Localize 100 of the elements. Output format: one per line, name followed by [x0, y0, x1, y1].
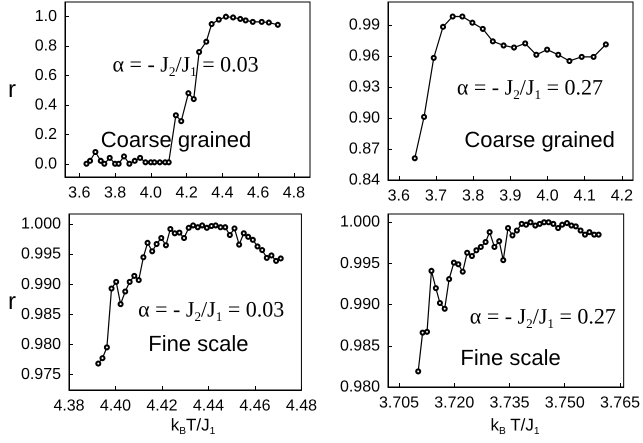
point [450, 13, 456, 20]
point [126, 278, 133, 285]
point [199, 222, 206, 228]
point [116, 160, 122, 167]
point [245, 234, 252, 240]
x-tick-label: 3.8 [462, 188, 484, 204]
point [523, 222, 530, 228]
point [99, 355, 106, 362]
point [154, 241, 160, 248]
point [118, 301, 124, 308]
point [496, 238, 502, 244]
annotation: α = - J$_{2}$/J$_{1}$ = 0.03 [138, 296, 284, 325]
point [424, 328, 430, 335]
point [430, 54, 437, 61]
point [586, 229, 592, 236]
y-axis-title: r [8, 288, 16, 315]
point [544, 46, 550, 53]
y-tick-label: 0.99 [348, 16, 380, 34]
annotation: α = - J$_{2}$/J$_{1}$ = 0.27 [456, 74, 603, 102]
point [264, 254, 270, 261]
annotation: Coarse grained [100, 126, 252, 152]
point [254, 243, 260, 250]
point [421, 114, 428, 120]
point [446, 276, 452, 282]
point [274, 22, 281, 28]
point [532, 222, 538, 229]
x-tick-label: 4.4 [211, 184, 234, 202]
point [278, 255, 284, 262]
point [216, 16, 222, 23]
point [546, 219, 552, 226]
point [132, 158, 138, 164]
point [181, 235, 188, 242]
y-tick-label: 0.995 [340, 254, 380, 272]
point [259, 247, 266, 254]
point [156, 159, 163, 166]
point [268, 252, 274, 258]
point [203, 38, 210, 45]
point [564, 220, 570, 226]
point [104, 344, 110, 350]
point [190, 222, 196, 228]
point [212, 222, 219, 228]
point [237, 16, 244, 22]
x-tick-label: 4.46 [239, 398, 271, 414]
point [126, 160, 132, 167]
x-tick-label: 3.765 [600, 394, 640, 412]
point [230, 14, 236, 20]
point [482, 239, 489, 246]
point [428, 268, 434, 274]
point [162, 242, 169, 248]
point [140, 254, 146, 260]
point [222, 14, 229, 20]
point [442, 306, 448, 312]
point [480, 26, 486, 32]
point [478, 244, 484, 250]
point [518, 220, 525, 227]
point [555, 52, 562, 58]
point [106, 154, 113, 161]
y-tick-label: 0.975 [20, 366, 62, 383]
annotation: α = - J$_{2}$/J$_{1}$ = 0.03 [112, 51, 259, 79]
point [242, 17, 249, 24]
y-tick-label: 1.000 [340, 214, 380, 231]
x-axis-title: k$_{B}$T/J$_{1}$ [170, 416, 216, 438]
point [208, 21, 215, 28]
point [420, 330, 426, 336]
point [231, 225, 238, 232]
point [491, 244, 498, 250]
point [566, 58, 572, 64]
point [602, 41, 609, 48]
x-tick-label: 4.44 [192, 398, 224, 414]
point [172, 230, 178, 236]
y-tick-label: 0.985 [20, 306, 62, 323]
x-tick-label: 4.2 [175, 184, 198, 202]
point [185, 90, 192, 96]
point [83, 160, 90, 167]
y-tick-label: 0.990 [340, 296, 380, 314]
point [468, 253, 475, 260]
point [92, 149, 98, 155]
x-tick-label: 4.8 [282, 184, 306, 202]
y-tick-label: 0.995 [20, 246, 62, 263]
point [178, 118, 184, 124]
point [450, 260, 457, 266]
x-tick-label: 4.42 [146, 398, 178, 414]
point [108, 285, 115, 292]
point [536, 220, 543, 227]
x-tick-label: 3.7 [424, 188, 448, 204]
point [149, 248, 156, 254]
point [533, 52, 540, 58]
y-tick-label: 0.985 [340, 337, 380, 354]
point [578, 54, 585, 60]
point [258, 18, 265, 25]
point [113, 278, 120, 285]
point [412, 155, 418, 162]
point [596, 232, 602, 238]
x-axis-title: k$_{B}$ T/J$_{1}$ [490, 416, 540, 438]
point [500, 42, 507, 48]
point [144, 240, 151, 246]
point [578, 227, 584, 234]
point [473, 247, 480, 254]
y-tick-label: 0.0 [34, 155, 58, 172]
x-tick-label: 3.720 [434, 394, 474, 412]
